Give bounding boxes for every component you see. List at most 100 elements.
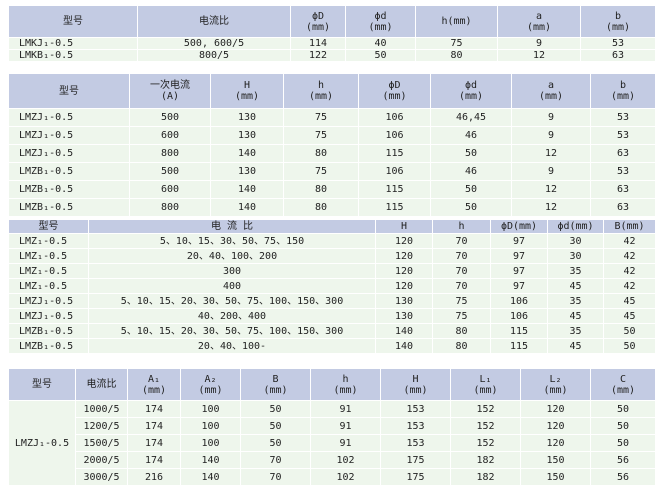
table-cell: 45 (547, 278, 604, 294)
table-cell: 35 (547, 263, 604, 279)
column-header: ϕd (mm) (430, 73, 512, 109)
column-header: 电流比 (75, 368, 128, 401)
table-cell: 400 (88, 278, 376, 294)
table-cell: 42 (603, 263, 656, 279)
table-cell: LMZJ₁-0.5 (8, 126, 130, 145)
column-header: A₂ (mm) (180, 368, 241, 401)
table-cell: 106 (358, 126, 431, 145)
table-cell: 63 (580, 49, 656, 62)
table-row: LMKJ₁-0.5 500, 600/5 114 40 75 9 53 (8, 37, 656, 50)
table-cell: 9 (497, 37, 581, 50)
table-cell: 50 (240, 400, 311, 418)
table-header-row: 型号 电流比 ϕD (mm) ϕd (mm) h(mm) a (mm) b (mm) (8, 5, 656, 38)
table-row: LMZB₁-0.5 500 130 75 106 46 9 53 (8, 162, 656, 181)
table-cell: 45 (547, 308, 604, 324)
table-cell: LMZB₁-0.5 (8, 338, 89, 354)
table-cell: 114 (290, 37, 346, 50)
table-cell: 42 (603, 278, 656, 294)
table-cell: 140 (375, 338, 433, 354)
table-cell: 5、10、15、20、30、50、75、100、150、300 (88, 293, 376, 309)
table-cell: 140 (210, 144, 284, 163)
table-cell: 40、200、400 (88, 308, 376, 324)
table-cell: 80 (283, 144, 359, 163)
table-cell: 53 (590, 162, 656, 181)
table-cell: 1000/5 (75, 400, 128, 418)
table-cell: 152 (450, 400, 521, 418)
table-cell: 46,45 (430, 108, 512, 127)
table-cell: 63 (590, 144, 656, 163)
table-cell: 80 (283, 180, 359, 199)
table-cell: 120 (375, 278, 433, 294)
table-cell: LMZ₁-0.5 (8, 248, 89, 264)
table-cell: 153 (380, 417, 451, 435)
table-cell: 106 (490, 308, 548, 324)
table-cell: 175 (380, 468, 451, 486)
table-cell: 30 (547, 248, 604, 264)
column-header: 型号 (8, 73, 130, 109)
table-cell: 174 (127, 434, 181, 452)
table-cell: 150 (520, 468, 591, 486)
table-cell: LMZB₁-0.5 (8, 323, 89, 339)
table-header-row: 型号 电流比 A₁ (mm) A₂ (mm) B (mm) h (mm) H (mm) L₁ … (8, 368, 656, 401)
table-cell: 50 (590, 434, 656, 452)
table-cell: 120 (520, 400, 591, 418)
table-cell: 153 (380, 400, 451, 418)
table-cell: 50 (603, 338, 656, 354)
spec-table-lmz-primary-current: 型号 一次电流 (A) H (mm) h (mm) ϕD (mm) ϕd (mm) a (m… (8, 73, 656, 217)
table-cell: LMZB₁-0.5 (8, 198, 130, 217)
table-row: LMZB₁-0.5 20、40、100- 140 80 115 45 50 (8, 338, 656, 354)
table-cell: 50 (590, 417, 656, 435)
column-header: A₁ (mm) (127, 368, 181, 401)
table-cell: 42 (603, 248, 656, 264)
table-cell: 75 (415, 37, 498, 50)
table-cell: 40 (345, 37, 416, 50)
table-cell: 63 (590, 198, 656, 217)
table-cell: 182 (450, 451, 521, 469)
table-cell: 300 (88, 263, 376, 279)
table-cell: 56 (590, 451, 656, 469)
table-cell: 50 (603, 323, 656, 339)
table-row: LMZ₁-0.5 400 120 70 97 45 42 (8, 278, 656, 294)
table-cell: 50 (345, 49, 416, 62)
column-header: H (mm) (210, 73, 284, 109)
table-cell: 600 (129, 180, 211, 199)
table-cell: 100 (180, 400, 241, 418)
table-cell: 150 (520, 451, 591, 469)
table-row: LMZ₁-0.5 300 120 70 97 35 42 (8, 263, 656, 279)
column-header: 电流比 (137, 5, 291, 38)
table-cell: 500, 600/5 (137, 37, 291, 50)
table-cell: 45 (603, 308, 656, 324)
table-cell: 500 (129, 162, 211, 181)
column-header: L₂ (mm) (520, 368, 591, 401)
table-cell: 115 (358, 180, 431, 199)
table-cell: 53 (590, 108, 656, 127)
column-header: 一次电流 (A) (129, 73, 211, 109)
spec-table-lmk: 型号 电流比 ϕD (mm) ϕd (mm) h(mm) a (mm) b (mm) LMKJ… (8, 5, 656, 62)
table-cell: 130 (210, 108, 284, 127)
table-cell: 12 (497, 49, 581, 62)
table-cell: 97 (490, 263, 548, 279)
table-cell: 75 (432, 293, 491, 309)
column-header: H (375, 219, 433, 234)
table-row: 3000/5 216 140 70 102 175 182 150 56 (9, 468, 656, 486)
table-cell: 800 (129, 144, 211, 163)
table-cell: 91 (310, 400, 381, 418)
table-row: LMZB₁-0.5 5、10、15、20、30、50、75、100、150、300… (8, 323, 656, 339)
spec-table-lmzj-dimensions: 型号 电流比 A₁ (mm) A₂ (mm) B (mm) h (mm) H (mm) L₁ … (8, 368, 656, 486)
table-cell: 70 (432, 233, 491, 249)
table-cell: 120 (375, 263, 433, 279)
table-cell: 130 (375, 308, 433, 324)
column-header: ϕD(mm) (490, 219, 548, 234)
table-cell: 97 (490, 233, 548, 249)
column-header: ϕD (mm) (290, 5, 346, 38)
column-header: B (mm) (240, 368, 311, 401)
table-cell: 800/5 (137, 49, 291, 62)
table-cell: LMZ₁-0.5 (8, 263, 89, 279)
table-cell: 140 (180, 468, 241, 486)
table-cell: 80 (432, 338, 491, 354)
table-cell: 3000/5 (75, 468, 128, 486)
column-header: a (mm) (511, 73, 591, 109)
table-cell: 91 (310, 434, 381, 452)
